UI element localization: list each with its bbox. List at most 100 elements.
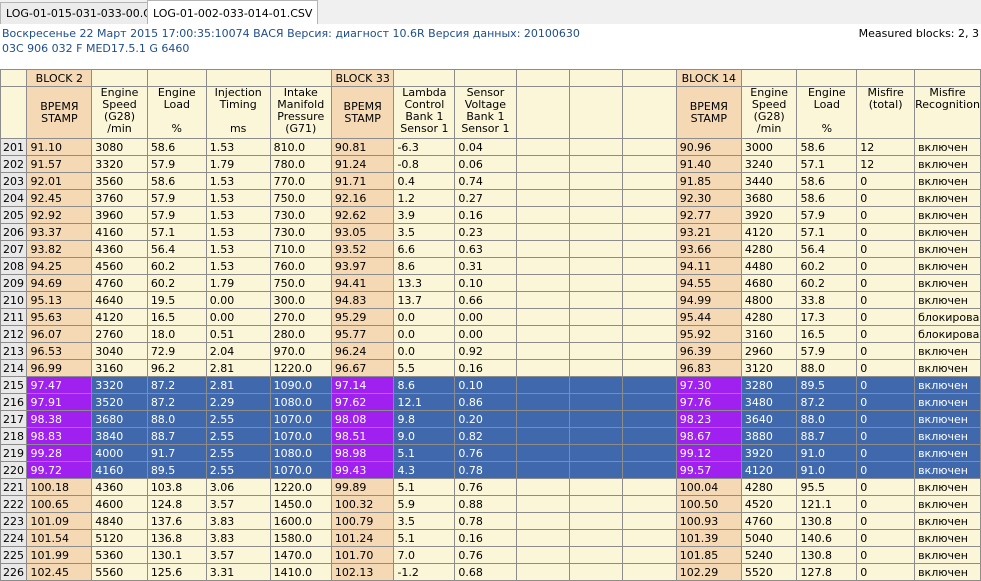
timestamp-cell: 91.40: [675, 155, 742, 173]
timestamp-cell: 102.13: [330, 563, 395, 581]
value-cell: 60.2: [146, 257, 207, 275]
value-cell: 0.00: [454, 325, 517, 343]
table-row[interactable]: 209 94.69 4760 60.2 1.79 750.0 94.41 13.3 0.10 94…: [0, 274, 981, 292]
column-header-b33-1[interactable]: Lambda Control Bank 1 Sensor 1: [393, 86, 456, 139]
table-row[interactable]: 206 93.37 4160 57.1 1.53 730.0 93.05 3.5 0.23 93.…: [0, 223, 981, 241]
table-row[interactable]: 223 101.09 4840 137.6 3.83 1600.0 100.79 3.5 0.7…: [0, 512, 981, 530]
header-empty-cell: [146, 69, 207, 87]
table-row[interactable]: 212 96.07 2760 18.0 0.51 280.0 95.77 0.0 0.00 95.…: [0, 325, 981, 343]
value-cell: 1410.0: [269, 563, 332, 581]
column-header-b14-0[interactable]: ВРЕМЯ STAMP: [675, 86, 742, 139]
table-row[interactable]: 224 101.54 5120 136.8 3.83 1580.0 101.24 5.1 0.1…: [0, 529, 981, 547]
file-tab-2[interactable]: LOG-01-002-033-014-01.CSV: [147, 0, 319, 25]
table-row[interactable]: 201 91.10 3080 58.6 1.53 810.0 90.81 -6.3 0.04 90…: [0, 138, 981, 156]
table-row[interactable]: 222 100.65 4600 124.8 3.57 1450.0 100.32 5.9 0.8…: [0, 495, 981, 513]
empty-cell: [515, 274, 570, 292]
column-header-b33-2[interactable]: Sensor Voltage Bank 1 Sensor 1: [454, 86, 517, 139]
value-cell: 1070.0: [269, 461, 332, 479]
value-cell: 0: [856, 308, 916, 326]
column-header-b14-4[interactable]: Misfire Recognition: [914, 86, 981, 139]
table-row[interactable]: 202 91.57 3320 57.9 1.79 780.0 91.24 -0.8 0.06 91…: [0, 155, 981, 173]
table-row[interactable]: 214 96.99 3160 96.2 2.81 1220.0 96.67 5.5 0.16 96…: [0, 359, 981, 377]
table-row[interactable]: 208 94.25 4560 60.2 1.53 760.0 93.97 8.6 0.31 94.…: [0, 257, 981, 275]
timestamp-cell: 91.57: [26, 155, 93, 173]
timestamp-cell: 100.18: [26, 478, 93, 496]
block-label-b33: BLOCK 33: [330, 69, 395, 87]
table-row[interactable]: 221 100.18 4360 103.8 3.06 1220.0 99.89 5.1 0.76…: [0, 478, 981, 496]
value-cell: 3840: [91, 427, 148, 445]
table-row[interactable]: 219 99.28 4000 91.7 2.55 1080.0 98.98 5.1 0.76 99…: [0, 444, 981, 462]
value-cell: 3920: [740, 444, 798, 462]
column-header-b14-2[interactable]: Engine Load%: [796, 86, 858, 139]
column-header-b2-3[interactable]: Injection Timing ms: [205, 86, 271, 139]
table-row[interactable]: 203 92.01 3560 58.6 1.53 770.0 91.71 0.4 0.74 91.…: [0, 172, 981, 190]
column-header-b33-0[interactable]: ВРЕМЯ STAMP: [330, 86, 395, 139]
row-number: 221: [0, 478, 28, 496]
value-cell: 760.0: [269, 257, 332, 275]
timestamp-cell: 96.39: [675, 342, 742, 360]
empty-cell: [568, 257, 623, 275]
column-header-line: Voltage: [464, 98, 507, 111]
value-cell: включен: [914, 461, 981, 479]
row-number: 209: [0, 274, 28, 292]
value-cell: 57.1: [796, 223, 858, 241]
block-header-row: BLOCK 2 BLOCK 33 BLOCK 14: [0, 69, 981, 87]
column-header-b14-1[interactable]: Engine Speed (G28)/min: [740, 86, 798, 139]
empty-cell: [568, 206, 623, 224]
table-row[interactable]: 226 102.45 5560 125.6 3.31 1410.0 102.13 -1.2 0.…: [0, 563, 981, 581]
value-cell: 0: [856, 342, 916, 360]
value-cell: 0: [856, 546, 916, 564]
table-row[interactable]: 216 97.91 3520 87.2 2.29 1080.0 97.62 12.1 0.86 9…: [0, 393, 981, 411]
empty-cell: [515, 240, 570, 258]
value-cell: 0: [856, 257, 916, 275]
empty-cell: [621, 495, 677, 513]
row-number: 208: [0, 257, 28, 275]
table-row[interactable]: 220 99.72 4160 89.5 2.55 1070.0 99.43 4.3 0.78 99…: [0, 461, 981, 479]
value-cell: 730.0: [269, 223, 332, 241]
column-header-b2-1[interactable]: Engine Speed (G28)/min: [91, 86, 148, 139]
value-cell: включен: [914, 223, 981, 241]
table-row[interactable]: 210 95.13 4640 19.5 0.00 300.0 94.83 13.7 0.66 94…: [0, 291, 981, 309]
table-row[interactable]: 211 95.63 4120 16.5 0.00 270.0 95.29 0.0 0.00 95.…: [0, 308, 981, 326]
empty-cell: [568, 308, 623, 326]
value-cell: -0.8: [393, 155, 456, 173]
file-tab-1[interactable]: LOG-01-015-031-033-00.CSV: [0, 2, 172, 24]
value-cell: 3.5: [393, 223, 456, 241]
table-row[interactable]: 217 98.38 3680 88.0 2.55 1070.0 98.08 9.8 0.20 98…: [0, 410, 981, 428]
column-header-line: Bank 1: [405, 110, 444, 123]
row-number: 213: [0, 342, 28, 360]
table-row[interactable]: 213 96.53 3040 72.9 2.04 970.0 96.24 0.0 0.92 96.…: [0, 342, 981, 360]
value-cell: 730.0: [269, 206, 332, 224]
value-cell: 3.5: [393, 512, 456, 530]
value-cell: 750.0: [269, 189, 332, 207]
value-cell: 0: [856, 376, 916, 394]
value-cell: 1580.0: [269, 529, 332, 547]
empty-cell: [568, 240, 623, 258]
value-cell: 4280: [740, 308, 798, 326]
header-empty-cell: [91, 69, 148, 87]
table-row[interactable]: 207 93.82 4360 56.4 1.53 710.0 93.52 6.6 0.63 93.…: [0, 240, 981, 258]
value-cell: 18.0: [146, 325, 207, 343]
table-row[interactable]: 215 97.47 3320 87.2 2.81 1090.0 97.14 8.6 0.10 97…: [0, 376, 981, 394]
measurement-grid[interactable]: BLOCK 2 BLOCK 33 BLOCK 14 ВРЕМЯ STAMP Engine S…: [0, 69, 981, 581]
table-row[interactable]: 205 92.92 3960 57.9 1.53 730.0 92.62 3.9 0.16 92.…: [0, 206, 981, 224]
value-cell: 57.9: [796, 206, 858, 224]
value-cell: 5.5: [393, 359, 456, 377]
table-row[interactable]: 218 98.83 3840 88.7 2.55 1070.0 98.51 9.0 0.82 98…: [0, 427, 981, 445]
empty-cell: [568, 274, 623, 292]
header-empty-cell: [269, 69, 332, 87]
column-header-b14-3[interactable]: Misfire (total): [856, 86, 916, 139]
column-header-line: STAMP: [344, 111, 381, 125]
column-header-b2-0[interactable]: ВРЕМЯ STAMP: [26, 86, 93, 139]
column-header-b2-2[interactable]: Engine Load%: [146, 86, 207, 139]
header-empty-cell: [515, 69, 570, 87]
value-cell: 87.2: [146, 393, 207, 411]
column-header-b2-4[interactable]: Intake Manifold Pressure (G71): [269, 86, 332, 139]
table-row[interactable]: 225 101.99 5360 130.1 3.57 1470.0 101.70 7.0 0.7…: [0, 546, 981, 564]
value-cell: 4160: [91, 461, 148, 479]
value-cell: 810.0: [269, 138, 332, 156]
table-row[interactable]: 204 92.45 3760 57.9 1.53 750.0 92.16 1.2 0.27 92.…: [0, 189, 981, 207]
column-header-line: ВРЕМЯ: [40, 99, 79, 113]
value-cell: 88.7: [146, 427, 207, 445]
value-cell: 0.86: [454, 393, 517, 411]
